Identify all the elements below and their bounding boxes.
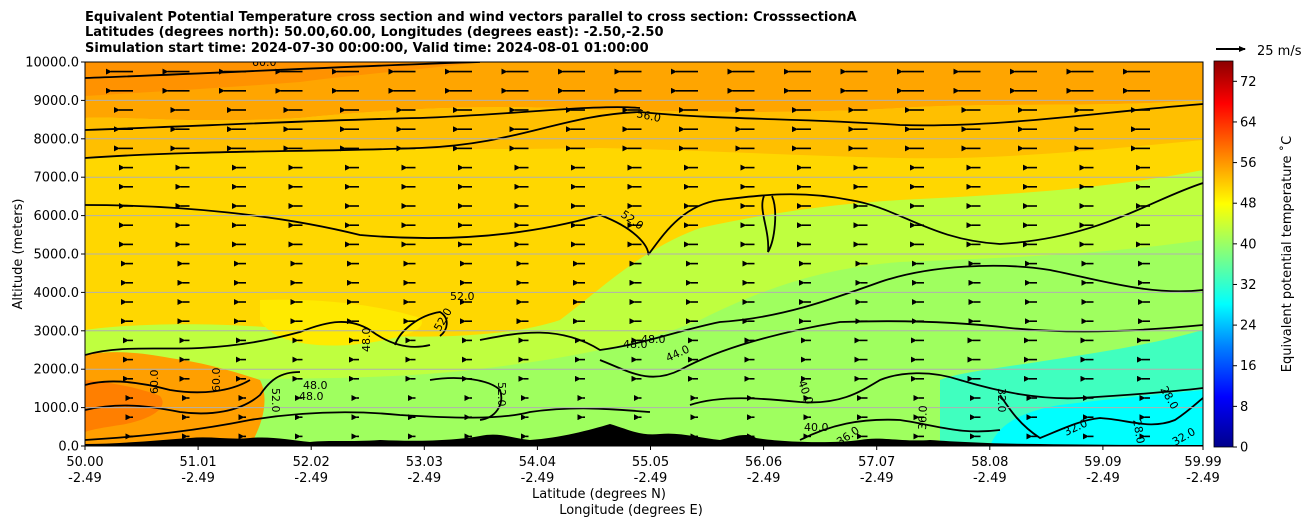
contour-36 (799, 418, 1001, 441)
contour-label: 48.0 (299, 390, 324, 403)
x-tick-label-lon: -2.49 (973, 471, 1007, 486)
x-tick-label-lat: 50.00 (66, 455, 103, 470)
contour-40 (689, 372, 1203, 406)
shade-upper-orange (85, 62, 1203, 121)
shade-lightgreen (85, 240, 1203, 446)
wind-vectors (106, 68, 1150, 440)
contour-32 (999, 394, 1203, 440)
x-tick-label-lon: -2.49 (1186, 471, 1220, 486)
x-tick-label-lon: -2.49 (747, 471, 781, 486)
y-tick-label: 4000.0 (34, 286, 80, 301)
contour-label: 28.0 (1130, 418, 1147, 444)
y-tick-label: 6000.0 (34, 209, 80, 224)
y-tick-label: 3000.0 (34, 324, 80, 339)
colorbar-tick-label: 72 (1240, 75, 1257, 90)
y-tick-label: 2000.0 (34, 363, 80, 378)
x-tick-label-lat: 54.04 (519, 455, 556, 470)
x-tick-label-lat: 59.99 (1184, 455, 1221, 470)
contour-label: 52.0 (269, 388, 282, 413)
wind-reference-label: 25 m/s (1257, 44, 1302, 59)
colorbar-tick-label: 16 (1240, 359, 1257, 374)
contour-48a (85, 321, 431, 356)
contour-48b (394, 311, 448, 346)
x-tick-label-lon: -2.49 (407, 471, 441, 486)
colorbar-tick-label: 64 (1240, 115, 1257, 130)
shade-upper-yellow (85, 100, 1203, 159)
y-tick-label: 7000.0 (34, 171, 80, 186)
contour-label: 48.0 (623, 338, 648, 351)
x-tick-label-lat: 57.07 (858, 455, 895, 470)
chart-title-line-2: Latitudes (degrees north): 50.00,60.00, … (85, 25, 664, 40)
y-tick-label: 5000.0 (34, 248, 80, 263)
contour-52-vert (761, 195, 777, 253)
y-axis: 0.0 1000.0 2000.0 3000.0 4000.0 5000.0 6000.0 7… (25, 56, 85, 455)
x-tick-label-lon: -2.49 (294, 471, 328, 486)
colorbar-tick-label: 48 (1240, 197, 1257, 212)
y-tick-label: 10000.0 (25, 56, 79, 71)
contour-mid-low (429, 377, 503, 421)
grid-lines (85, 62, 1203, 446)
x-tick-label-lon: -2.49 (1086, 471, 1120, 486)
contour-label: 60.0 (148, 370, 161, 395)
x-tick-label-lon: -2.49 (68, 471, 102, 486)
contour-left-low2 (85, 379, 251, 394)
plot-area: 60.0 56.0 52.0 52.0 52.0 48.0 48.0 48.0 … (85, 56, 1203, 446)
y-tick-label: 9000.0 (34, 94, 80, 109)
colorbar-tick-label: 0 (1240, 441, 1248, 456)
contour-label: 52.0 (450, 290, 475, 303)
x-axis-label-line-2: Longitude (degrees E) (559, 503, 703, 518)
contour-56 (85, 103, 1203, 159)
x-tick-label-lon: -2.49 (634, 471, 668, 486)
colorbar-tick-label: 8 (1240, 400, 1248, 415)
x-tick-label-lat: 55.05 (632, 455, 669, 470)
x-tick-label-lat: 53.03 (406, 455, 443, 470)
colorbar-tick-label: 24 (1240, 319, 1257, 334)
y-tick-label: 0.0 (58, 440, 79, 455)
y-tick-label: 8000.0 (34, 132, 80, 147)
contour-44b (85, 407, 651, 441)
colorbar-tick-label: 40 (1240, 237, 1257, 252)
y-tick-label: 1000.0 (34, 401, 80, 416)
contour-label: 36.0 (916, 405, 930, 430)
colorbar-ticks: 0 8 16 24 32 40 48 56 64 72 (1233, 75, 1257, 456)
chart-title-line-3: Simulation start time: 2024-07-30 00:00:… (85, 41, 649, 56)
x-tick-label-lat: 51.01 (179, 455, 216, 470)
contour-left-low (85, 371, 301, 415)
x-axis-label-line-1: Latitude (degrees N) (532, 487, 666, 502)
colorbar-label: Equivalent potential temperature ˚C (1279, 136, 1295, 372)
contour-label: 40.0 (804, 421, 829, 434)
contour-label: 48.0 (303, 379, 328, 392)
x-tick-label-lon: -2.49 (860, 471, 894, 486)
contour-label: 56.0 (635, 107, 662, 125)
contour-48c (479, 264, 1203, 351)
x-tick-label-lat: 59.09 (1084, 455, 1121, 470)
x-tick-label-lat: 52.02 (293, 455, 330, 470)
contour-label: 52.0 (495, 382, 508, 407)
x-tick-label-lon: -2.49 (181, 471, 215, 486)
x-tick-label-lat: 58.08 (971, 455, 1008, 470)
contour-56b (85, 106, 641, 131)
shade-upper-darkorange (85, 62, 480, 96)
colorbar (1213, 60, 1234, 448)
y-axis-label: Altitude (meters) (11, 199, 26, 310)
colorbar-tick-label: 32 (1240, 278, 1257, 293)
contour-label: 60.0 (210, 368, 223, 393)
x-axis: 50.00-2.4951.01-2.4952.02-2.4953.03-2.49… (66, 446, 1222, 486)
colorbar-tick-label: 56 (1240, 156, 1257, 171)
contour-label: 60.0 (252, 56, 277, 69)
x-tick-label-lat: 56.06 (745, 455, 782, 470)
chart-title-line-1: Equivalent Potential Temperature cross s… (85, 10, 857, 25)
x-tick-label-lon: -2.49 (521, 471, 555, 486)
contour-label: 48.0 (360, 328, 373, 353)
contour-label: 32.0 (995, 388, 1008, 413)
contour-52 (85, 182, 1203, 256)
contour-label: 48.0 (641, 333, 666, 346)
terrain (85, 424, 1203, 446)
contour-lines (85, 62, 1203, 441)
